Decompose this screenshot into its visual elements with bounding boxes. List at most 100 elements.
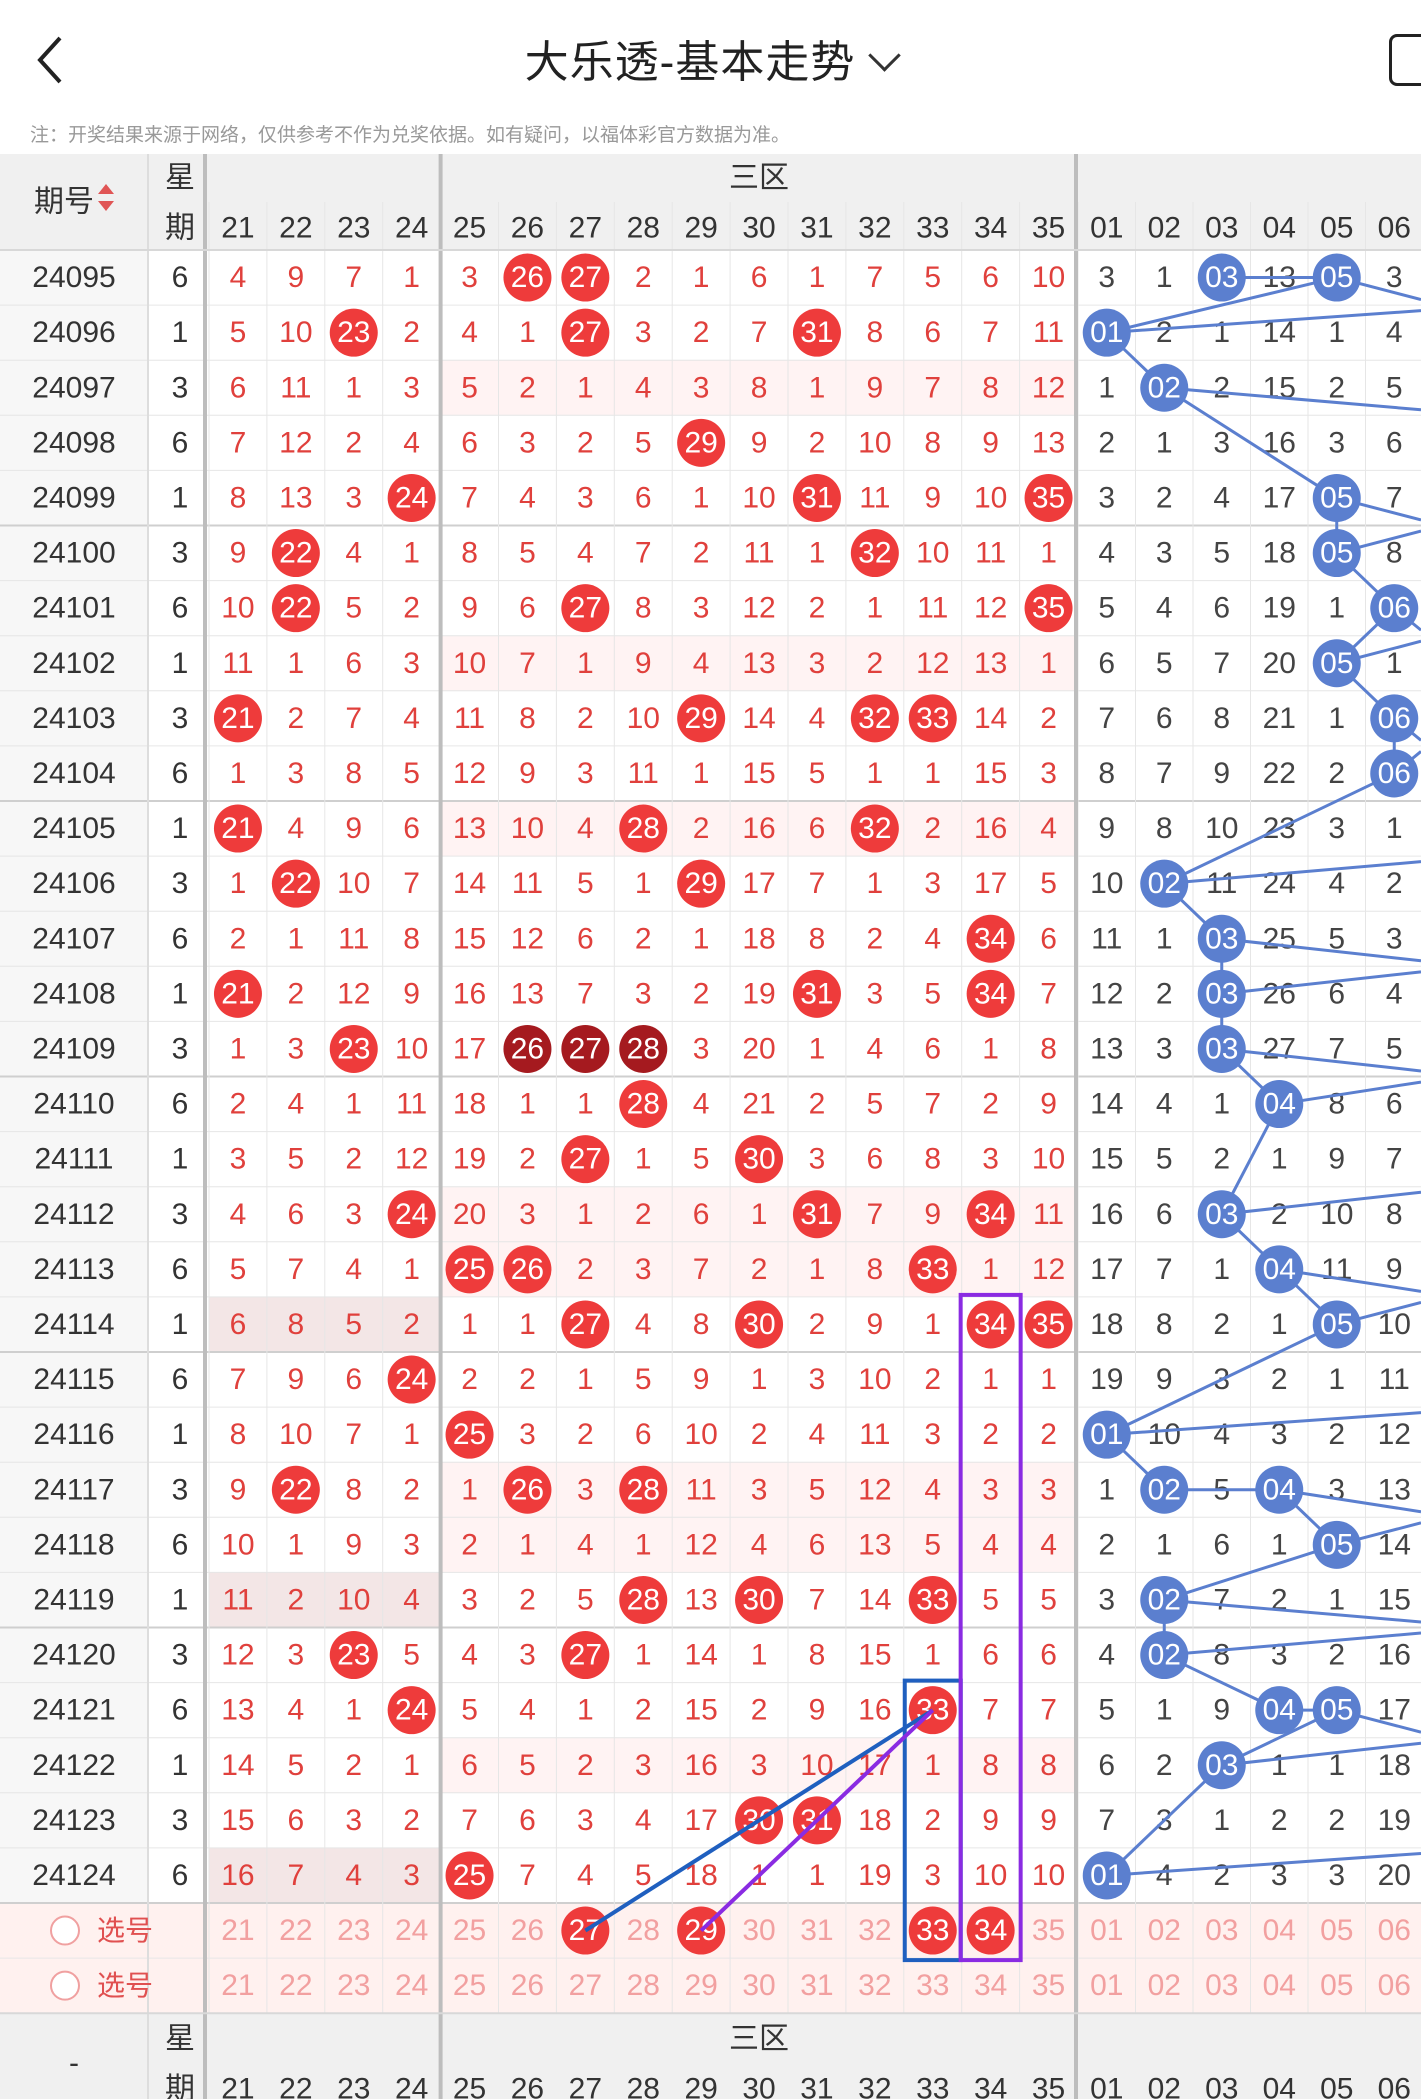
select-red-option[interactable]: 21 (221, 1914, 254, 1947)
share-icon[interactable] (1389, 34, 1421, 86)
red-miss-count: 1 (867, 867, 884, 900)
select-blue-option[interactable]: 03 (1205, 1914, 1238, 1947)
picked-red-ball[interactable] (908, 1906, 957, 1955)
select-radio[interactable] (50, 1915, 80, 1946)
red-miss-count: 11 (222, 647, 253, 680)
select-red-option[interactable]: 34 (974, 1969, 1007, 2002)
chevron-down-icon[interactable] (868, 39, 902, 72)
red-miss-count: 1 (577, 371, 594, 404)
select-blue-option[interactable]: 06 (1378, 1969, 1411, 2002)
select-red-option[interactable]: 26 (511, 1969, 544, 2002)
red-miss-count: 17 (684, 1804, 717, 1837)
red-miss-count: 10 (221, 1528, 254, 1561)
blue-miss-count: 3 (1156, 537, 1173, 570)
select-red-option[interactable]: 29 (684, 1969, 717, 2002)
red-miss-count: 7 (1040, 1694, 1057, 1727)
blue-miss-count: 12 (1378, 1418, 1411, 1451)
red-ball (735, 1300, 784, 1349)
blue-miss-count: 3 (1213, 426, 1230, 459)
red-miss-count: 1 (635, 1143, 652, 1176)
blue-miss-count: 2 (1156, 316, 1173, 349)
red-miss-count: 2 (519, 1363, 536, 1396)
select-red-option[interactable]: 26 (511, 1914, 544, 1947)
red-miss-count: 11 (686, 1473, 717, 1506)
select-blue-option[interactable]: 06 (1378, 1914, 1411, 1947)
red-miss-count: 1 (345, 371, 362, 404)
issue-number: 24115 (33, 1363, 114, 1396)
blue-ball (1197, 1741, 1246, 1790)
select-red-option[interactable]: 25 (453, 1969, 486, 2002)
red-col-header: 28 (627, 212, 660, 245)
footer-blue-col: 05 (1320, 2073, 1353, 2099)
red-miss-count: 1 (809, 1253, 826, 1286)
red-miss-count: 6 (345, 647, 362, 680)
red-miss-count: 3 (867, 977, 884, 1010)
red-miss-count: 6 (924, 1032, 941, 1065)
table-row (0, 745, 1421, 801)
red-miss-count: 4 (519, 1694, 536, 1727)
red-miss-count: 2 (1040, 1418, 1057, 1451)
blue-ball (1312, 529, 1361, 578)
select-blue-option[interactable]: 05 (1320, 1914, 1353, 1947)
sort-up-icon[interactable] (98, 184, 114, 194)
blue-miss-count: 3 (1098, 481, 1115, 514)
select-blue-option[interactable]: 04 (1263, 1969, 1296, 2002)
chevron-left-icon[interactable] (30, 30, 70, 90)
red-miss-count: 8 (1040, 1749, 1057, 1782)
footer-zone3-label: 三区 (729, 2023, 789, 2056)
select-red-option[interactable]: 22 (279, 1914, 312, 1947)
select-red-option[interactable]: 22 (279, 1969, 312, 2002)
red-miss-count: 1 (1040, 537, 1057, 570)
red-miss-count: 1 (519, 1308, 536, 1341)
select-red-option[interactable]: 28 (627, 1969, 660, 2002)
red-miss-count: 7 (635, 537, 652, 570)
red-miss-count: 7 (230, 1363, 247, 1396)
select-blue-option[interactable]: 04 (1263, 1914, 1296, 1947)
select-blue-option[interactable]: 02 (1148, 1969, 1181, 2002)
red-miss-count: 8 (982, 371, 999, 404)
select-red-option[interactable]: 35 (1032, 1914, 1065, 1947)
select-blue-option[interactable]: 02 (1148, 1914, 1181, 1947)
select-red-option[interactable]: 28 (627, 1914, 660, 1947)
select-blue-option[interactable]: 01 (1090, 1969, 1123, 2002)
footer-blue-col: 01 (1090, 2073, 1123, 2099)
blue-ball-number: 03 (1205, 261, 1238, 294)
red-miss-count: 4 (288, 1694, 305, 1727)
red-miss-count: 10 (1032, 1859, 1065, 1892)
select-red-option[interactable]: 31 (800, 1969, 833, 2002)
select-blue-option[interactable]: 05 (1320, 1969, 1353, 2002)
red-ball-number: 32 (858, 702, 891, 735)
blue-miss-count: 2 (1328, 371, 1345, 404)
page-title[interactable]: 大乐透-基本走势 (0, 26, 1421, 90)
select-blue-option[interactable]: 01 (1090, 1914, 1123, 1947)
red-miss-count: 11 (396, 1088, 427, 1121)
select-radio[interactable] (50, 1970, 80, 2001)
red-miss-count: 11 (280, 371, 311, 404)
select-red-option[interactable]: 24 (395, 1914, 428, 1947)
select-red-option[interactable]: 23 (337, 1969, 370, 2002)
select-red-option[interactable]: 25 (453, 1914, 486, 1947)
red-ball-number: 34 (974, 1198, 1007, 1231)
red-ball-number: 25 (453, 1253, 486, 1286)
blue-miss-count: 19 (1263, 592, 1296, 625)
select-red-option[interactable]: 32 (858, 1969, 891, 2002)
select-blue-option[interactable]: 03 (1205, 1969, 1238, 2002)
red-miss-count: 12 (511, 922, 544, 955)
red-ball-number: 24 (395, 1363, 428, 1396)
select-red-option[interactable]: 30 (742, 1914, 775, 1947)
picked-red-ball[interactable] (966, 1906, 1015, 1955)
select-red-option[interactable]: 35 (1032, 1969, 1065, 2002)
select-red-option[interactable]: 32 (858, 1914, 891, 1947)
select-red-option[interactable]: 21 (221, 1969, 254, 2002)
select-red-option[interactable]: 30 (742, 1969, 775, 2002)
red-miss-count: 3 (461, 261, 478, 294)
select-red-option[interactable]: 33 (916, 1969, 949, 2002)
sort-down-icon[interactable] (98, 201, 114, 211)
select-red-option[interactable]: 31 (800, 1914, 833, 1947)
table-row (0, 1352, 1421, 1408)
select-red-option[interactable]: 23 (337, 1914, 370, 1947)
blue-ball-number: 03 (1205, 922, 1238, 955)
select-red-option[interactable]: 27 (569, 1969, 602, 2002)
red-ball-number: 27 (569, 316, 602, 349)
select-red-option[interactable]: 24 (395, 1969, 428, 2002)
